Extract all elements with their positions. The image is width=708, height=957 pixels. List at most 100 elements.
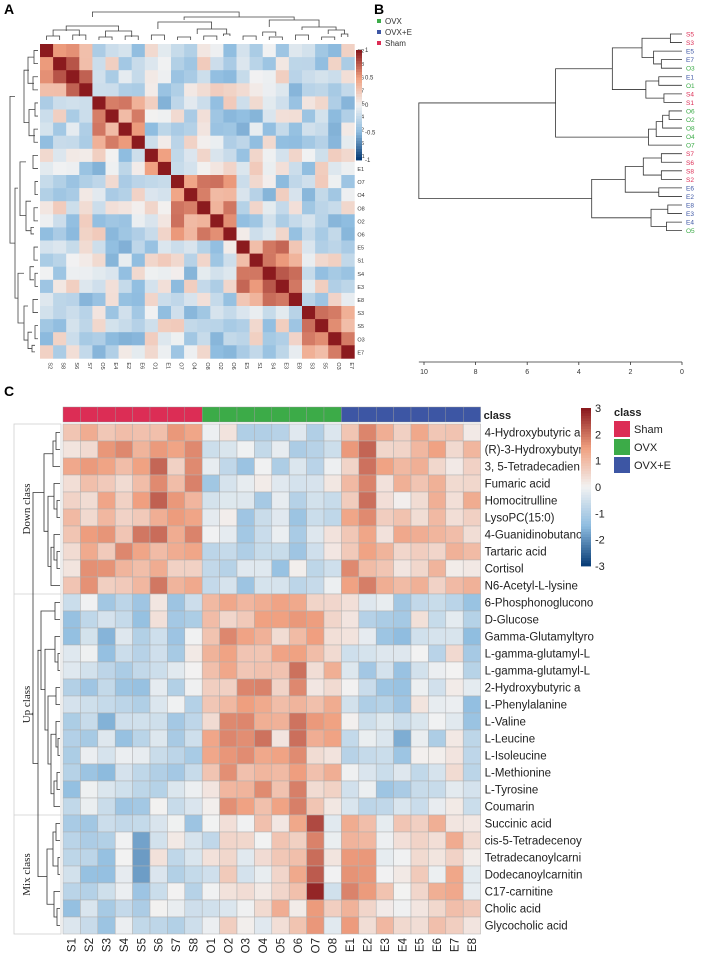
metabolite-cell: [97, 559, 116, 578]
metabolite-col-label: E6: [432, 938, 444, 952]
metabolite-cell: [97, 593, 116, 612]
metabolite-cell: [375, 542, 394, 561]
corr-cell: [249, 306, 263, 320]
dendrogram-link: [660, 153, 682, 163]
corr-cell: [184, 148, 198, 163]
dendrogram-link: [663, 93, 682, 103]
corr-cell: [157, 44, 172, 58]
metabolite-cell: [393, 576, 412, 595]
corr-cell: [315, 214, 329, 228]
corr-cell: [92, 148, 106, 163]
metabolite-cell: [393, 474, 412, 493]
dendrogram-x-tick-label: 0: [680, 369, 684, 376]
metabolite-row-label: 4-Guanidinobutanoi: [485, 530, 585, 542]
corr-cell: [249, 214, 263, 228]
legend-label-ovx: OVX: [385, 17, 403, 26]
metabolite-cell: [149, 865, 168, 884]
metabolite-cell: [341, 797, 360, 816]
metabolite-cell: [341, 746, 360, 765]
dendrogram-leaf-label: O4: [686, 134, 695, 141]
metabolite-cell: [114, 916, 133, 935]
metabolite-cell: [393, 440, 412, 459]
class-bar-cell: [184, 406, 203, 423]
corr-cell: [131, 148, 146, 163]
corr-cell: [197, 109, 211, 123]
metabolite-cell: [167, 576, 186, 595]
corr-cell: [157, 214, 172, 228]
corr-cell: [262, 227, 277, 241]
corr-cell: [341, 175, 355, 189]
metabolite-cell: [254, 525, 273, 544]
corr-cell: [184, 122, 198, 136]
metabolite-cell: [184, 882, 203, 901]
metabolite-cell: [271, 746, 290, 765]
corr-cell: [315, 227, 329, 241]
corr-cell: [236, 306, 250, 320]
metabolite-cell: [375, 831, 394, 850]
metabolite-cell: [254, 661, 273, 680]
metabolite-cell: [445, 797, 464, 816]
row-dendrogram-link: [52, 831, 58, 867]
corr-cell: [79, 44, 93, 58]
metabolite-cell: [341, 474, 360, 493]
corr-cell: [288, 188, 303, 202]
metabolite-scale-segment: [581, 518, 591, 522]
corr-cell: [66, 292, 80, 307]
metabolite-cell: [236, 610, 255, 629]
metabolite-cell: [462, 576, 481, 595]
corr-cell: [262, 175, 277, 189]
metabolite-cell: [80, 848, 99, 867]
corr-cell: [157, 109, 172, 123]
metabolite-cell: [132, 661, 151, 680]
corr-cell: [236, 175, 250, 189]
corr-cell: [79, 292, 93, 307]
metabolite-col-label: E1: [345, 938, 357, 952]
metabolite-cell: [254, 848, 273, 867]
metabolite-cell: [236, 780, 255, 799]
metabolite-scale-tick: 1: [595, 456, 601, 468]
metabolite-cell: [306, 474, 325, 493]
metabolite-cell: [184, 627, 203, 646]
corr-cell: [184, 175, 198, 189]
corr-cell: [249, 44, 263, 58]
metabolite-cell: [184, 763, 203, 782]
metabolite-cell: [219, 627, 238, 646]
metabolite-cell: [288, 865, 307, 884]
metabolite-cell: [167, 559, 186, 578]
class-bar-cell: [376, 406, 394, 423]
metabolite-scale-segment: [581, 547, 591, 551]
metabolite-cell: [114, 814, 133, 833]
metabolite-cell: [288, 729, 307, 748]
corr-cell: [262, 109, 277, 123]
metabolite-cell: [410, 491, 429, 510]
metabolite-cell: [254, 423, 273, 442]
corr-scale-segment: [356, 72, 362, 76]
corr-cell: [131, 266, 146, 281]
metabolite-cell: [358, 848, 377, 867]
metabolite-cell: [149, 440, 168, 459]
metabolite-cell: [271, 678, 290, 697]
dendro-link: [157, 21, 213, 29]
metabolite-cell: [254, 440, 273, 459]
metabolite-cell: [80, 491, 99, 510]
metabolite-cell: [271, 542, 290, 561]
metabolite-cell: [80, 780, 99, 799]
metabolite-cell: [62, 763, 81, 782]
metabolite-cell: [167, 882, 186, 901]
metabolite-cell: [219, 780, 238, 799]
metabolite-cell: [445, 865, 464, 884]
metabolite-cell: [341, 916, 360, 935]
corr-cell: [92, 253, 106, 267]
corr-cell: [92, 332, 106, 346]
metabolite-cell: [219, 712, 238, 731]
corr-cell: [210, 44, 224, 58]
metabolite-cell: [445, 712, 464, 731]
row-dendrogram-link: [56, 500, 60, 518]
metabolite-cell: [62, 831, 81, 850]
corr-cell: [288, 148, 303, 163]
metabolite-cell: [201, 423, 220, 442]
corr-cell: [184, 109, 198, 123]
corr-cell: [92, 345, 106, 359]
corr-cell: [79, 148, 93, 163]
dendrogram-link: [648, 128, 682, 146]
